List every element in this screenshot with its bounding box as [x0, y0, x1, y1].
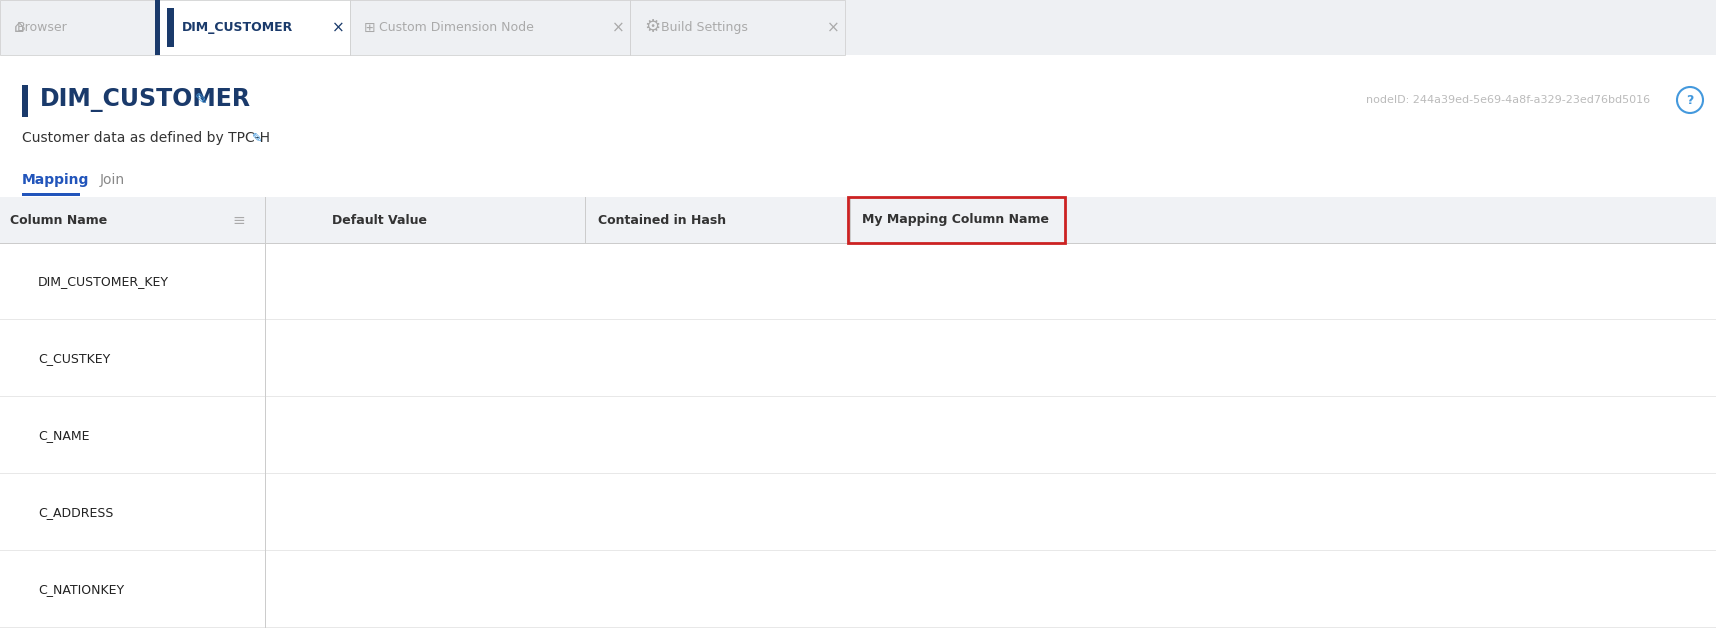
Text: C_NAME: C_NAME [38, 429, 89, 442]
Text: My Mapping Column Name: My Mapping Column Name [861, 214, 1048, 227]
Bar [0, 197, 1716, 243]
Text: C_NATIONKEY: C_NATIONKEY [38, 583, 124, 596]
Text: Mapping: Mapping [22, 173, 89, 187]
Text: ⚙: ⚙ [644, 18, 661, 37]
Bar [848, 197, 1066, 243]
Bar [0, 0, 154, 55]
Text: ×: × [613, 20, 625, 35]
Bar [0, 397, 1716, 474]
Text: Join: Join [100, 173, 125, 187]
Bar [0, 550, 1716, 551]
Text: Customer data as defined by TPC-H: Customer data as defined by TPC-H [22, 131, 269, 145]
Bar [0, 197, 1716, 198]
Text: ⌂: ⌂ [14, 18, 24, 37]
Text: ⊞: ⊞ [364, 21, 376, 35]
Text: ×: × [331, 20, 345, 35]
Bar [0, 0, 1716, 55]
Text: Default Value: Default Value [331, 214, 427, 227]
Text: ×: × [827, 20, 839, 35]
Text: DIM_CUSTOMER: DIM_CUSTOMER [39, 88, 251, 112]
Bar [166, 8, 173, 47]
Bar [154, 0, 350, 55]
Bar [0, 474, 1716, 551]
Bar [0, 396, 1716, 397]
Bar [22, 193, 81, 196]
Bar [154, 0, 160, 55]
Bar [0, 243, 1716, 244]
Bar [0, 320, 1716, 397]
Circle shape [1677, 87, 1702, 113]
Bar [0, 319, 1716, 320]
Text: DIM_CUSTOMER_KEY: DIM_CUSTOMER_KEY [38, 275, 168, 288]
Bar [0, 243, 1716, 320]
Text: Column Name: Column Name [10, 214, 106, 227]
Text: Browser: Browser [17, 21, 67, 34]
Text: Contained in Hash: Contained in Hash [597, 214, 726, 227]
Bar [350, 0, 630, 55]
Bar [22, 85, 27, 117]
Bar [0, 627, 1716, 628]
Text: Build Settings: Build Settings [661, 21, 748, 34]
Bar [630, 0, 844, 55]
Text: Custom Dimension Node: Custom Dimension Node [379, 21, 534, 34]
Text: DIM_CUSTOMER: DIM_CUSTOMER [182, 21, 293, 34]
Bar [0, 551, 1716, 628]
Text: ?: ? [1687, 93, 1694, 106]
Bar [0, 473, 1716, 474]
Text: C_ADDRESS: C_ADDRESS [38, 506, 113, 519]
Text: ≡: ≡ [232, 212, 245, 227]
Text: nodeID: 244a39ed-5e69-4a8f-a329-23ed76bd5016: nodeID: 244a39ed-5e69-4a8f-a329-23ed76bd… [1366, 95, 1651, 105]
Text: ✎: ✎ [196, 93, 208, 108]
Text: ✎: ✎ [252, 132, 263, 144]
Text: C_CUSTKEY: C_CUSTKEY [38, 352, 110, 365]
